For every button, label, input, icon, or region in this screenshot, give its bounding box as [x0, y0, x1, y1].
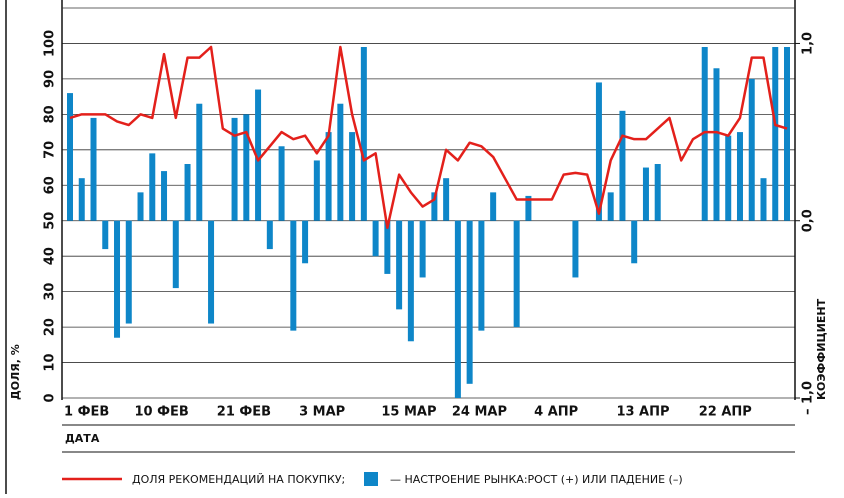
y-tick-label: 50 — [43, 212, 58, 230]
bar — [196, 103, 203, 221]
bar — [595, 82, 602, 221]
y2-tick-label: – 1,0 — [801, 381, 816, 415]
bar — [102, 220, 109, 250]
line — [69, 45, 788, 230]
bar — [431, 192, 438, 221]
bar — [642, 167, 649, 221]
x-tick-label: 3 МАР — [299, 405, 345, 420]
x-tick-label: 15 МАР — [381, 405, 436, 420]
bar — [184, 164, 191, 221]
bar — [266, 220, 273, 250]
y2-tick-label: 1,0 — [801, 32, 816, 55]
y-tick-label: 10 — [43, 353, 58, 371]
y-tick-label: 30 — [43, 283, 58, 301]
bar — [172, 220, 179, 289]
bar — [290, 220, 297, 331]
x-tick-label: 22 АПР — [699, 405, 752, 420]
y-tick-label: 0 — [43, 393, 58, 402]
x-tick-label: 21 ФЕВ — [217, 405, 271, 420]
bar — [736, 132, 743, 221]
bar — [454, 220, 461, 398]
bar — [208, 220, 215, 324]
y-tick-label: 80 — [43, 105, 58, 123]
bar — [78, 178, 85, 221]
bar — [654, 164, 661, 221]
bar — [161, 171, 168, 221]
bar — [572, 220, 579, 278]
bar — [396, 220, 403, 310]
bar — [90, 117, 97, 221]
bar — [349, 132, 356, 221]
bar — [67, 93, 73, 221]
bar — [313, 160, 320, 221]
y-tick-label: 60 — [43, 176, 58, 194]
x-axis-label: ДАТА — [65, 432, 100, 445]
bar — [631, 220, 638, 264]
y-tick-label: 40 — [43, 247, 58, 265]
y-axis-label: ДОЛЯ, % — [9, 344, 22, 400]
bar — [525, 195, 532, 221]
bar — [760, 178, 767, 221]
bar — [149, 153, 156, 221]
y-tick-label: 100 — [43, 30, 58, 57]
bar — [384, 220, 391, 274]
bar — [513, 220, 520, 328]
y2-tick-label: 0,0 — [801, 209, 816, 232]
bar — [325, 132, 332, 221]
y-tick-label: 20 — [43, 318, 58, 336]
bar — [772, 47, 779, 221]
y-tick-label: 90 — [43, 70, 58, 88]
bar — [748, 78, 755, 221]
bar — [337, 103, 344, 221]
bar — [302, 220, 309, 264]
bar — [443, 178, 450, 221]
bar — [278, 146, 285, 221]
legend-label: — НАСТРОЕНИЕ РЫНКА:РОСТ (+) ИЛИ ПАДЕНИЕ … — [390, 473, 683, 486]
bar — [619, 110, 626, 221]
bar — [360, 47, 367, 221]
bar — [255, 89, 262, 221]
bar — [125, 220, 132, 324]
bar — [419, 220, 426, 278]
x-tick-label: 24 МАР — [452, 405, 507, 420]
bar — [137, 192, 144, 221]
legend-label: ДОЛЯ РЕКОМЕНДАЦИЙ НА ПОКУПКУ; — [132, 473, 345, 486]
x-tick-label: 13 АПР — [616, 405, 669, 420]
bar — [372, 220, 379, 257]
bar — [243, 114, 250, 221]
bar — [701, 47, 708, 221]
bar — [466, 220, 473, 384]
bar — [490, 192, 497, 221]
bar — [607, 192, 614, 221]
bar — [713, 68, 720, 221]
legend-swatch — [364, 472, 378, 486]
bar — [231, 117, 238, 221]
x-tick-label: 1 ФЕВ — [64, 405, 109, 420]
bar — [114, 220, 121, 338]
y-tick-label: 70 — [43, 141, 58, 159]
bar — [725, 135, 732, 221]
y2-axis-label: КОЭФФИЦИЕНТ — [815, 298, 828, 400]
x-tick-label: 4 АПР — [534, 405, 578, 420]
x-tick-label: 10 ФЕВ — [135, 405, 189, 420]
bar — [478, 220, 485, 331]
bar — [784, 47, 790, 221]
bar — [407, 220, 414, 342]
